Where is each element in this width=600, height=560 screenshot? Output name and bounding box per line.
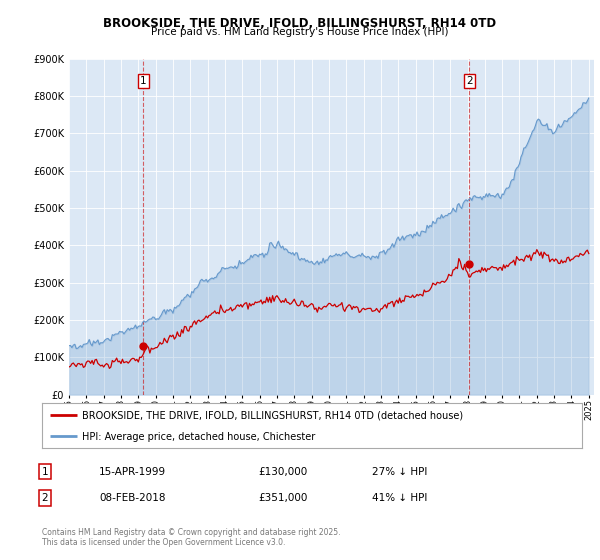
Text: 1: 1 [140,76,146,86]
Text: 1: 1 [41,466,49,477]
Text: £130,000: £130,000 [258,466,307,477]
Text: 2: 2 [466,76,473,86]
Text: 41% ↓ HPI: 41% ↓ HPI [372,493,427,503]
Text: Price paid vs. HM Land Registry's House Price Index (HPI): Price paid vs. HM Land Registry's House … [151,27,449,38]
Text: 27% ↓ HPI: 27% ↓ HPI [372,466,427,477]
Text: £351,000: £351,000 [258,493,307,503]
Text: 08-FEB-2018: 08-FEB-2018 [99,493,166,503]
Text: HPI: Average price, detached house, Chichester: HPI: Average price, detached house, Chic… [83,432,316,442]
Text: Contains HM Land Registry data © Crown copyright and database right 2025.
This d: Contains HM Land Registry data © Crown c… [42,528,341,547]
Text: 2: 2 [41,493,49,503]
Text: 15-APR-1999: 15-APR-1999 [99,466,166,477]
Text: BROOKSIDE, THE DRIVE, IFOLD, BILLINGSHURST, RH14 0TD (detached house): BROOKSIDE, THE DRIVE, IFOLD, BILLINGSHUR… [83,410,464,421]
Text: BROOKSIDE, THE DRIVE, IFOLD, BILLINGSHURST, RH14 0TD: BROOKSIDE, THE DRIVE, IFOLD, BILLINGSHUR… [103,17,497,30]
